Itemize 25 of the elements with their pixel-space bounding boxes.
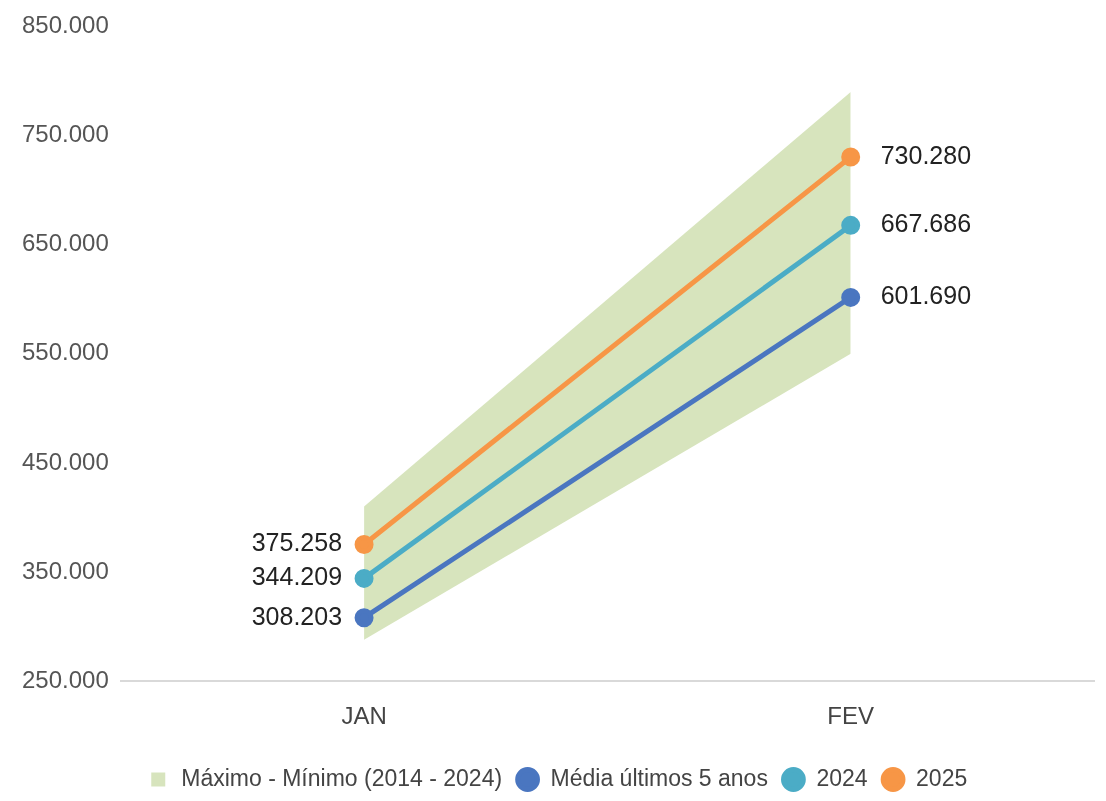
data-label: 601.690: [880, 281, 972, 310]
point: [841, 147, 861, 167]
point: [354, 568, 374, 588]
y-tick-label: 650.000: [21, 229, 109, 257]
point: [354, 608, 374, 628]
data-label: 667.686: [880, 209, 972, 238]
data-label: 730.280: [880, 140, 972, 169]
data-label: 375.258: [251, 528, 343, 557]
legend-label: Média últimos 5 anos: [550, 764, 768, 791]
legend-label: 2025: [916, 764, 968, 791]
y-tick-label: 450.000: [21, 447, 109, 475]
data-label: 344.209: [251, 562, 343, 591]
y-tick-label: 850.000: [21, 11, 109, 39]
y-tick-label: 750.000: [21, 120, 109, 148]
data-label: 308.203: [251, 601, 343, 630]
point: [841, 287, 861, 307]
point: [841, 215, 861, 235]
point: [354, 535, 374, 554]
x-tick-label: FEV: [827, 702, 875, 730]
x-tick-label: JAN: [341, 702, 387, 730]
y-tick-label: 550.000: [21, 338, 109, 366]
legend-label: Máximo - Mínimo (2014 - 2024): [181, 764, 503, 791]
legend-label: 2024: [816, 764, 868, 791]
y-tick-label: 250.000: [21, 665, 109, 693]
y-tick-label: 350.000: [21, 556, 109, 584]
